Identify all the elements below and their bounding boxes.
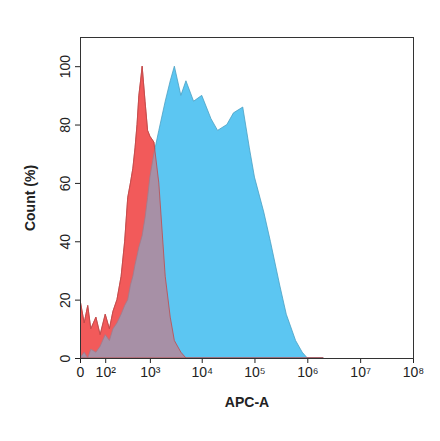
svg-text:60: 60	[57, 175, 73, 191]
svg-text:10³: 10³	[140, 364, 161, 380]
svg-text:10⁵: 10⁵	[244, 364, 265, 380]
svg-text:10⁸: 10⁸	[403, 364, 425, 380]
svg-text:10⁴: 10⁴	[191, 364, 213, 380]
svg-text:40: 40	[57, 234, 73, 250]
svg-text:Count (%): Count (%)	[22, 165, 38, 231]
svg-text:0: 0	[77, 364, 85, 380]
svg-text:10⁶: 10⁶	[297, 364, 318, 380]
svg-text:20: 20	[57, 292, 73, 308]
svg-text:10²: 10²	[96, 364, 117, 380]
svg-text:APC-A: APC-A	[225, 394, 269, 410]
svg-text:80: 80	[57, 117, 73, 133]
svg-text:100: 100	[57, 55, 73, 79]
svg-text:10⁷: 10⁷	[350, 364, 371, 380]
svg-text:0: 0	[57, 354, 73, 362]
